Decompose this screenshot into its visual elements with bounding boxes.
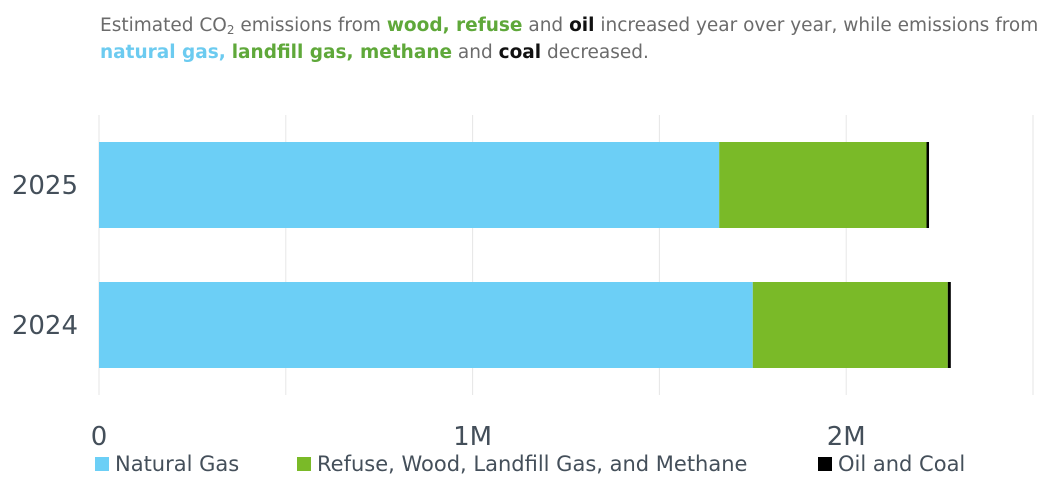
legend-swatch xyxy=(818,457,832,471)
bar-segment xyxy=(926,142,930,228)
bar-segment xyxy=(947,282,951,368)
bar-segment xyxy=(719,142,927,228)
x-tick-label: 0 xyxy=(91,422,108,452)
legend-label: Refuse, Wood, Landfill Gas, and Methane xyxy=(317,452,747,476)
category-label: 2025 xyxy=(12,171,78,201)
chart-subtitle: Estimated CO2 emissions from wood, refus… xyxy=(100,15,1039,63)
legend-label: Natural Gas xyxy=(115,452,239,476)
legend-swatch xyxy=(297,457,311,471)
x-tick-label: 2M xyxy=(827,422,866,452)
bar-segment xyxy=(99,282,753,368)
x-tick-label: 1M xyxy=(453,422,492,452)
legend-label: Oil and Coal xyxy=(838,452,965,476)
bar-segment xyxy=(752,282,948,368)
category-label: 2024 xyxy=(12,311,78,341)
bar-segment xyxy=(99,142,720,228)
legend-swatch xyxy=(95,457,109,471)
